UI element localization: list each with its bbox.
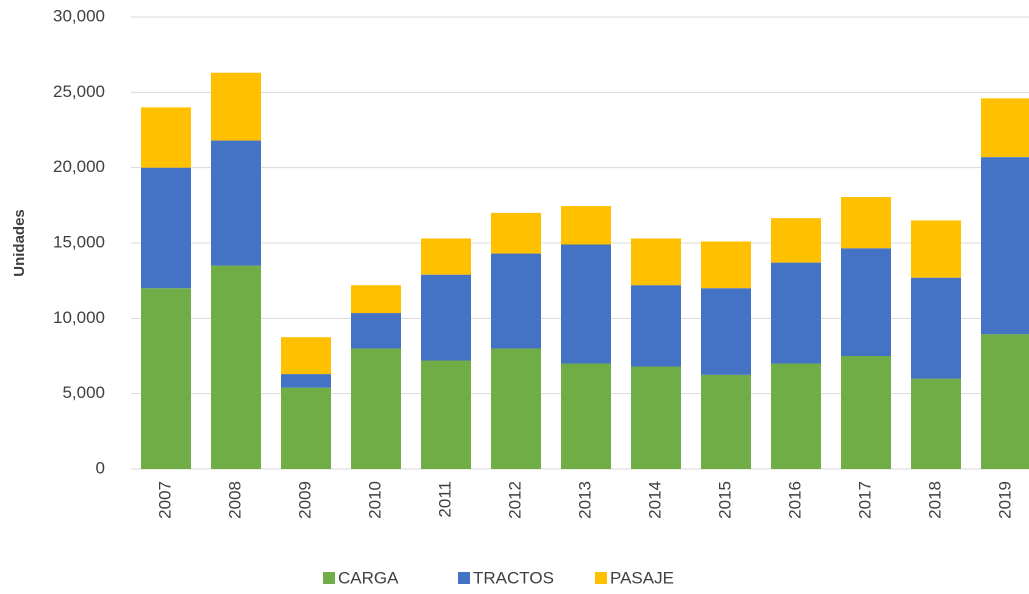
x-tick-label: 2012: [505, 481, 524, 519]
bar-segment: [281, 374, 331, 388]
x-tick-label: 2014: [645, 481, 664, 519]
x-tick-label: 2010: [365, 481, 384, 519]
bar-segment: [561, 363, 611, 469]
bar-segment: [491, 253, 541, 349]
bar-segment: [141, 167, 191, 289]
y-tick-label: 5,000: [62, 383, 105, 402]
bar-segment: [351, 285, 401, 314]
bar-segment: [841, 248, 891, 356]
legend-swatch: [595, 572, 607, 584]
bar-segment: [141, 288, 191, 469]
bar-segment: [281, 387, 331, 469]
bar-segment: [911, 277, 961, 379]
legend-swatch: [458, 572, 470, 584]
bar-segment: [351, 348, 401, 469]
bar-segment: [701, 374, 751, 469]
x-tick-label: 2008: [225, 481, 244, 519]
bar-segment: [491, 212, 541, 254]
bar-segment: [771, 262, 821, 364]
x-tick-label: 2019: [995, 481, 1014, 519]
bar-segment: [841, 356, 891, 469]
bar-segment: [141, 107, 191, 168]
bar-segment: [491, 348, 541, 469]
bar-segment: [841, 197, 891, 249]
bar-segment: [211, 72, 261, 141]
bar-segment: [981, 157, 1029, 335]
bar-segment: [771, 363, 821, 469]
bar-segment: [631, 238, 681, 286]
bar-segment: [771, 218, 821, 263]
bar-segment: [981, 98, 1029, 158]
bar-segment: [211, 265, 261, 469]
bar-segment: [561, 244, 611, 364]
bar-segment: [421, 238, 471, 275]
bar-segment: [351, 313, 401, 349]
legend-label: PASAJE: [610, 568, 674, 587]
x-tick-label: 2016: [785, 481, 804, 519]
bar-segment: [911, 378, 961, 469]
x-tick-label: 2018: [925, 481, 944, 519]
x-tick-label: 2009: [295, 481, 314, 519]
y-tick-label: 15,000: [53, 232, 105, 251]
x-tick-label: 2013: [575, 481, 594, 519]
x-tick-label: 2015: [715, 481, 734, 519]
y-tick-label: 0: [96, 458, 105, 477]
legend-swatch: [323, 572, 335, 584]
bar-segment: [701, 288, 751, 375]
y-axis-label: Unidades: [11, 209, 28, 277]
legend-label: CARGA: [338, 568, 399, 587]
y-tick-label: 10,000: [53, 308, 105, 327]
bar-segment: [421, 360, 471, 469]
bar-segment: [281, 337, 331, 375]
bar-segment: [631, 285, 681, 367]
bar-segment: [701, 241, 751, 289]
x-tick-label: 2011: [435, 481, 454, 518]
y-tick-label: 20,000: [53, 157, 105, 176]
bar-segment: [561, 206, 611, 245]
bar-segment: [631, 366, 681, 469]
legend-label: TRACTOS: [473, 568, 554, 587]
y-tick-label: 30,000: [53, 6, 105, 25]
y-tick-label: 25,000: [53, 82, 105, 101]
bar-segment: [421, 274, 471, 361]
x-tick-label: 2007: [155, 481, 174, 519]
bar-segment: [211, 140, 261, 266]
bar-segment: [911, 220, 961, 278]
bar-segment: [981, 334, 1029, 469]
x-tick-label: 2017: [855, 481, 874, 519]
